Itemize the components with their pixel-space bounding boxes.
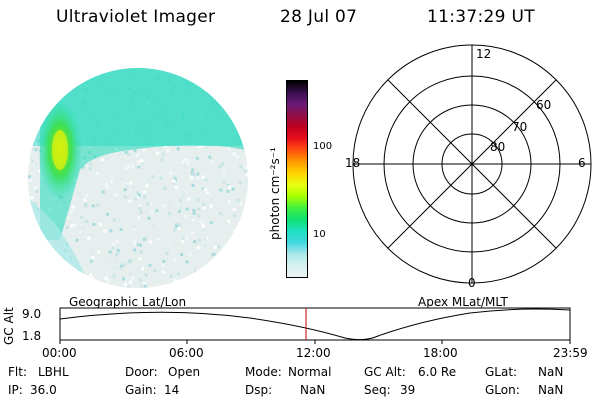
info-glat-value: NaN [538, 365, 564, 379]
image-date: 28 Jul 07 [280, 7, 358, 27]
info-glon-value: NaN [538, 383, 564, 397]
info-mode-value: Normal [288, 365, 332, 379]
image-title: Ultraviolet Imager [56, 7, 216, 27]
info-gcalt-value: 6.0 Re [418, 365, 457, 379]
colorbar-tick-100: 100 [313, 141, 333, 152]
info-filter-value: LBHL [38, 365, 69, 379]
mlat-label-60: 60 [536, 98, 552, 112]
info-gcalt-label: GC Alt: [364, 365, 406, 379]
timeline-left-title: Geographic Lat/Lon [69, 295, 187, 309]
info-glat-label: GLat: [485, 365, 518, 379]
info-door-label: Door: [125, 365, 158, 379]
colorbar-tick-10: 10 [313, 229, 326, 240]
xtick-0000: 00:00 [42, 346, 77, 360]
timeline-ytick-top: 9.0 [22, 307, 42, 321]
info-door-value: Open [168, 365, 201, 379]
mlt-label-6: 6 [578, 156, 586, 170]
altitude-curve [59, 308, 571, 341]
mlat-label-80: 80 [490, 140, 506, 154]
info-seq-value: 39 [400, 383, 416, 397]
info-filter-label: Flt: [8, 365, 27, 379]
info-seq-label: Seq: [364, 383, 391, 397]
info-dsp-label: Dsp: [245, 383, 273, 397]
xtick-1200: 12:00 [296, 346, 331, 360]
auroral-disk [28, 68, 248, 288]
xtick-0600: 06:00 [169, 346, 204, 360]
mlat-label-70: 70 [512, 120, 528, 134]
info-gain-label: Gain: [125, 383, 157, 397]
image-time: 11:37:29 UT [427, 7, 535, 27]
mlt-label-12: 12 [476, 47, 492, 61]
xtick-1800: 18:00 [423, 346, 458, 360]
timeline-right-title: Apex MLat/MLT [418, 295, 508, 309]
mlt-label-18: 18 [345, 156, 361, 170]
info-mode-label: Mode: [245, 365, 282, 379]
info-ip-value: 36.0 [30, 383, 57, 397]
colorbar [286, 80, 308, 278]
info-dsp-value: NaN [300, 383, 326, 397]
timeline-ytick-bottom: 1.8 [22, 329, 42, 343]
info-ip-label: IP: [8, 383, 23, 397]
xtick-2359: 23:59 [553, 346, 588, 360]
info-gain-value: 14 [164, 383, 180, 397]
polar-diag-2 [387, 79, 557, 249]
mlt-label-0: 0 [468, 276, 476, 290]
info-glon-label: GLon: [485, 383, 520, 397]
